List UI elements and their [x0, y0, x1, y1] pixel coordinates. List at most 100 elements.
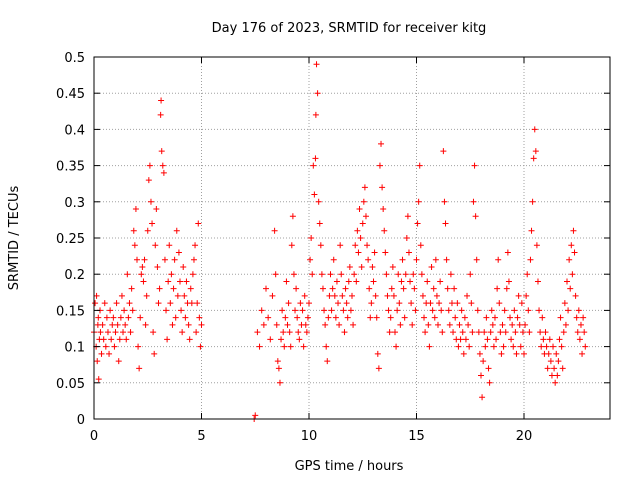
data-point — [389, 263, 396, 270]
data-point — [408, 300, 415, 307]
data-point — [419, 292, 426, 299]
data-point — [267, 336, 274, 343]
data-point — [414, 220, 421, 227]
data-point — [134, 256, 140, 263]
data-point — [93, 292, 100, 299]
data-point — [512, 329, 519, 336]
data-point — [312, 155, 319, 162]
data-point — [135, 343, 142, 350]
data-point — [386, 329, 393, 336]
data-point — [153, 206, 160, 213]
data-point — [112, 329, 119, 336]
data-point — [312, 111, 319, 118]
data-point — [317, 242, 324, 249]
data-point — [379, 184, 386, 191]
data-point — [303, 329, 310, 336]
data-point — [409, 321, 416, 328]
data-point — [256, 343, 263, 350]
data-point — [177, 278, 183, 285]
data-point — [371, 249, 378, 256]
data-point — [308, 235, 315, 241]
data-point — [335, 300, 342, 307]
data-point — [418, 271, 425, 278]
data-point — [117, 314, 124, 321]
data-point — [517, 343, 524, 350]
data-point — [466, 343, 473, 350]
data-point — [429, 307, 436, 314]
data-point — [307, 256, 314, 263]
data-point — [156, 285, 163, 292]
data-point — [421, 314, 428, 321]
data-point — [393, 343, 400, 350]
data-point — [163, 307, 170, 314]
data-point — [324, 358, 331, 365]
data-point — [530, 155, 537, 162]
data-point — [521, 350, 527, 357]
data-point — [532, 148, 539, 155]
data-point — [188, 300, 195, 307]
data-point — [510, 343, 517, 350]
data-point — [181, 292, 188, 299]
data-point — [186, 336, 193, 343]
data-point — [190, 256, 197, 263]
data-point — [416, 162, 423, 169]
data-point — [350, 321, 357, 328]
data-point — [94, 358, 101, 365]
data-point — [484, 336, 491, 343]
data-point — [443, 256, 450, 263]
data-point — [471, 162, 478, 169]
data-point — [441, 198, 448, 205]
data-point — [479, 394, 486, 401]
data-point — [523, 292, 530, 299]
data-point — [160, 169, 167, 176]
data-point — [516, 321, 523, 328]
data-point — [140, 278, 147, 285]
data-point — [430, 285, 437, 292]
data-point — [568, 242, 575, 249]
x-tick-label: 15 — [408, 429, 425, 444]
data-point — [385, 307, 392, 314]
data-point — [325, 314, 332, 321]
data-point — [380, 206, 387, 213]
data-point — [505, 278, 512, 285]
data-point — [403, 235, 410, 241]
y-tick-label: 0.3 — [64, 196, 85, 211]
data-point — [436, 300, 443, 307]
data-point — [285, 300, 292, 307]
data-point — [121, 307, 128, 314]
data-point — [168, 271, 175, 278]
data-point — [187, 285, 194, 292]
data-point — [435, 321, 441, 328]
data-point — [581, 329, 588, 336]
data-point — [485, 365, 492, 372]
data-point — [450, 329, 457, 336]
data-point — [439, 329, 446, 336]
data-point — [537, 329, 544, 336]
data-point — [468, 300, 475, 307]
data-point — [455, 343, 462, 350]
data-point — [562, 321, 569, 328]
data-point — [289, 213, 296, 220]
data-point — [483, 314, 490, 321]
data-point — [378, 140, 385, 147]
data-point — [108, 336, 115, 343]
data-point — [448, 300, 455, 307]
data-point — [392, 329, 398, 336]
data-point — [427, 300, 434, 307]
data-point — [582, 343, 589, 350]
data-point — [357, 235, 364, 241]
data-point — [299, 307, 306, 314]
data-point — [488, 307, 495, 314]
data-point — [269, 292, 276, 299]
data-point — [107, 307, 114, 314]
data-point — [387, 314, 394, 321]
data-point — [428, 263, 435, 270]
data-point — [99, 321, 106, 328]
data-point — [473, 256, 480, 263]
data-point — [438, 307, 445, 314]
data-point — [151, 350, 158, 357]
data-point — [252, 412, 259, 419]
data-point — [534, 278, 541, 285]
data-point — [509, 321, 516, 328]
data-point — [276, 379, 283, 386]
